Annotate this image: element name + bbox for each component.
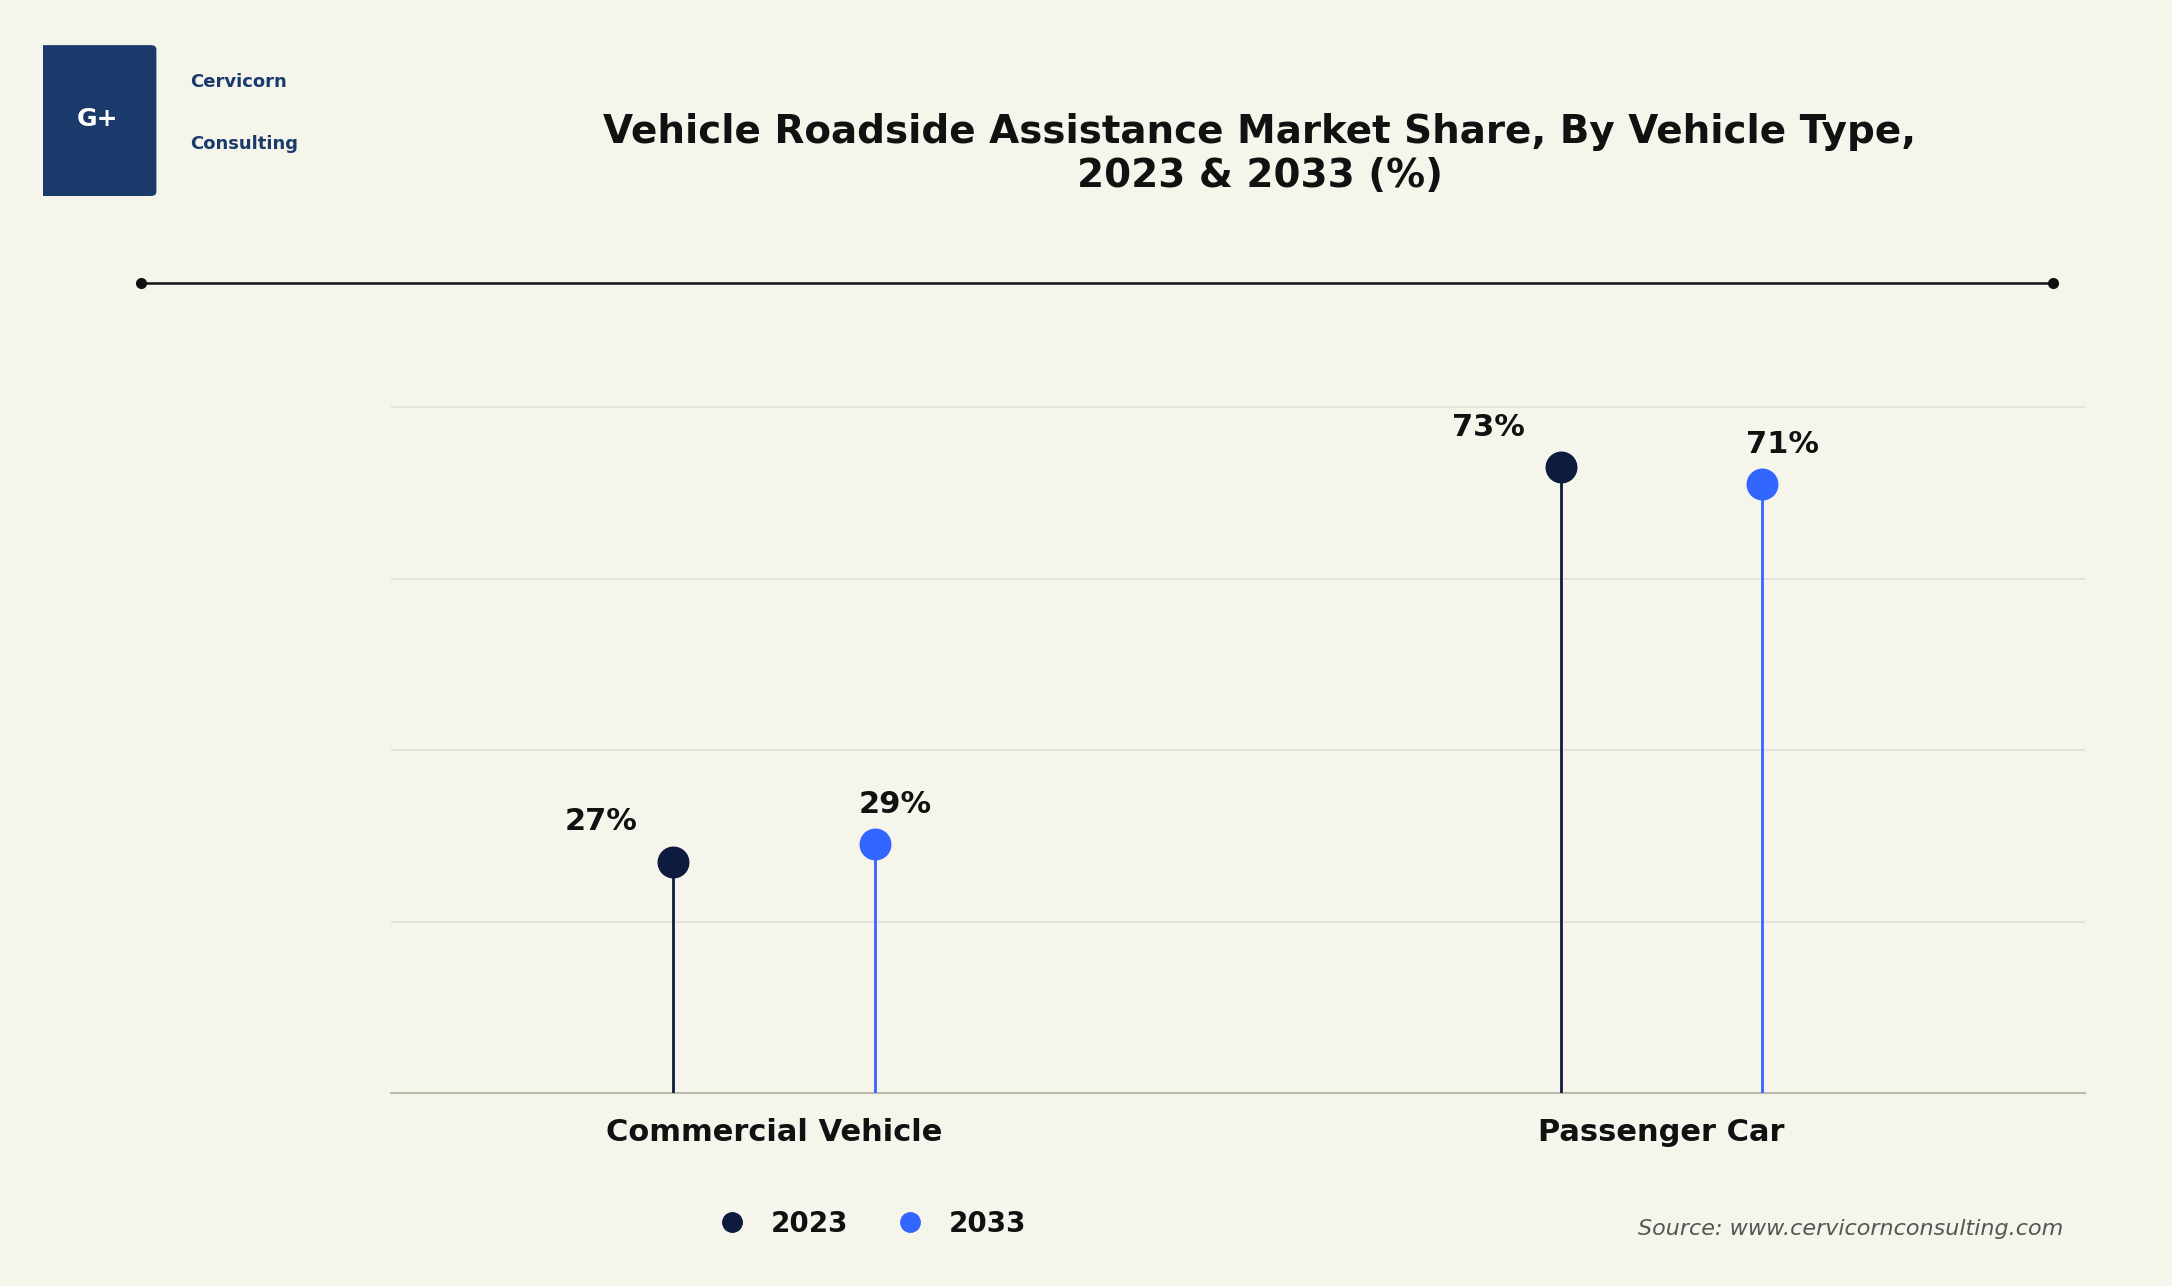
- Text: 71%: 71%: [1746, 430, 1820, 459]
- Legend: 2023, 2033: 2023, 2033: [693, 1199, 1038, 1249]
- Text: Consulting: Consulting: [191, 135, 298, 153]
- Text: 29%: 29%: [858, 790, 932, 819]
- Text: G+: G+: [76, 108, 117, 131]
- Text: 73%: 73%: [1451, 413, 1525, 441]
- FancyBboxPatch shape: [37, 45, 156, 195]
- Text: Source: www.cervicornconsulting.com: Source: www.cervicornconsulting.com: [1638, 1219, 2063, 1238]
- Text: Vehicle Roadside Assistance Market Share, By Vehicle Type,
2023 & 2033 (%): Vehicle Roadside Assistance Market Share…: [604, 113, 1916, 195]
- Text: 27%: 27%: [565, 806, 636, 836]
- Text: Cervicorn: Cervicorn: [191, 73, 287, 91]
